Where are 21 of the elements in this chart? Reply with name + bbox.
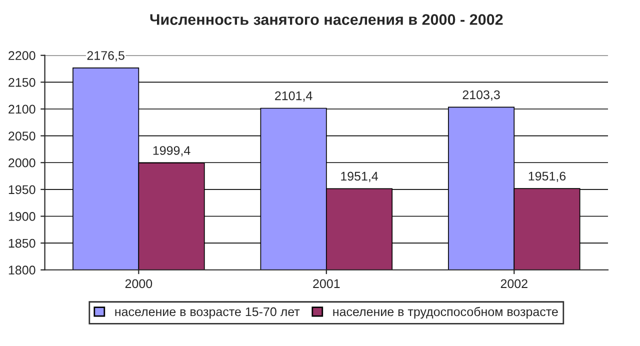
y-tick-label: 1800 [8, 266, 36, 275]
data-label: 1951,6 [528, 172, 566, 182]
x-tick-label: 2001 [313, 279, 340, 288]
legend-label: население в возрасте 15-70 лет [115, 307, 300, 319]
y-tick-label: 1850 [8, 238, 36, 248]
x-tick-label: 2002 [500, 279, 528, 288]
x-tick-label: 2000 [125, 279, 152, 288]
legend-label: население в трудоспособном возрасте [333, 306, 558, 319]
data-label: 1999,4 [153, 146, 190, 156]
y-tick-label: 2150 [8, 78, 36, 87]
y-tick-label: 2100 [8, 104, 36, 114]
data-label: 1951,4 [341, 172, 378, 182]
y-tick-label: 1900 [8, 212, 36, 221]
y-tick-label: 1950 [8, 185, 36, 194]
data-label: 2101,4 [275, 91, 312, 102]
y-tick-label: 2050 [8, 132, 36, 140]
y-tick-label: 2000 [8, 158, 36, 168]
y-tick-label: 2200 [8, 51, 36, 60]
chart-title: Численность занятого населения в 2000 - 2002 [150, 14, 503, 25]
data-label: 2103,3 [462, 90, 500, 101]
data-label: 2176,5 [87, 51, 124, 62]
